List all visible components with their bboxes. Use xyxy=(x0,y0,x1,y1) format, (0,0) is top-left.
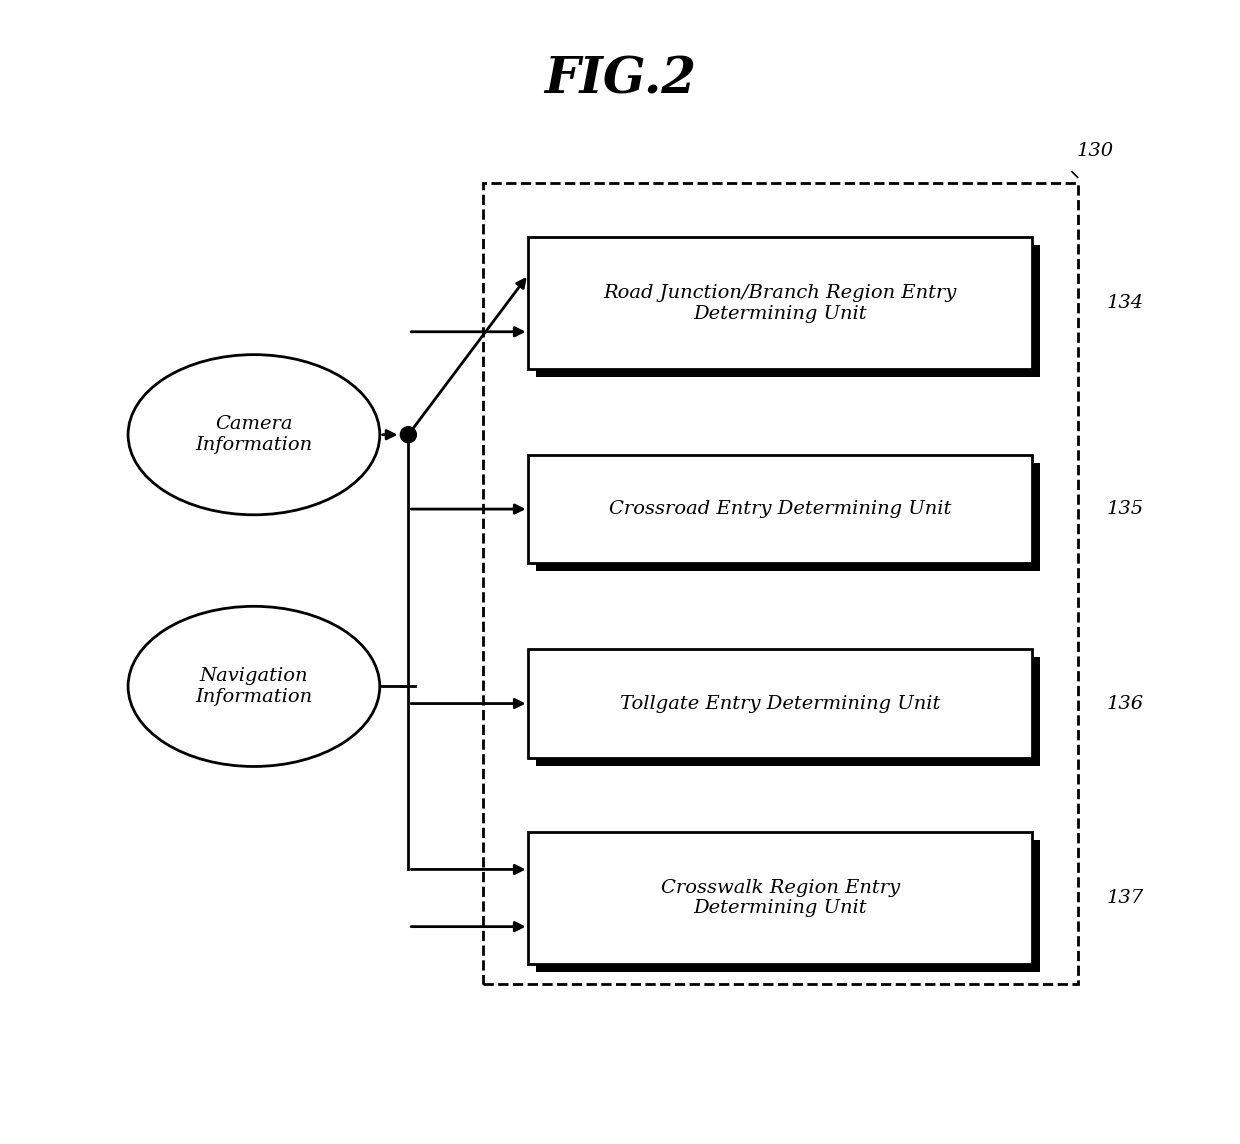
Text: Tollgate Entry Determining Unit: Tollgate Entry Determining Unit xyxy=(620,694,940,713)
Bar xyxy=(528,833,1032,963)
Bar xyxy=(528,454,1032,563)
FancyArrowPatch shape xyxy=(412,922,522,931)
Text: Crosswalk Region Entry
Determining Unit: Crosswalk Region Entry Determining Unit xyxy=(661,879,900,917)
Bar xyxy=(537,657,1040,766)
FancyArrowPatch shape xyxy=(412,865,522,874)
Ellipse shape xyxy=(128,606,379,766)
Text: 136: 136 xyxy=(1106,694,1143,713)
Bar xyxy=(528,650,1032,757)
Bar xyxy=(537,840,1040,972)
Text: FIG.2: FIG.2 xyxy=(544,56,696,104)
FancyArrowPatch shape xyxy=(412,327,522,336)
Bar xyxy=(528,238,1032,368)
FancyArrowPatch shape xyxy=(382,430,394,439)
Text: Navigation
Information: Navigation Information xyxy=(196,667,312,706)
Text: 135: 135 xyxy=(1106,500,1143,518)
Bar xyxy=(482,183,1078,984)
Text: 134: 134 xyxy=(1106,294,1143,312)
Ellipse shape xyxy=(128,355,379,515)
FancyArrowPatch shape xyxy=(410,279,525,432)
FancyArrowPatch shape xyxy=(412,699,522,708)
Text: Crossroad Entry Determining Unit: Crossroad Entry Determining Unit xyxy=(609,500,951,518)
Text: 137: 137 xyxy=(1106,889,1143,907)
Text: Road Junction/Branch Region Entry
Determining Unit: Road Junction/Branch Region Entry Determ… xyxy=(604,284,957,323)
Circle shape xyxy=(401,427,417,443)
Text: Camera
Information: Camera Information xyxy=(196,415,312,454)
Bar xyxy=(537,462,1040,571)
Text: 130: 130 xyxy=(1076,142,1114,160)
FancyArrowPatch shape xyxy=(412,505,522,514)
Bar xyxy=(537,245,1040,378)
